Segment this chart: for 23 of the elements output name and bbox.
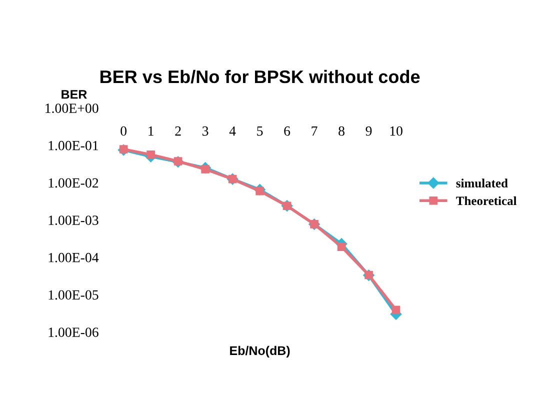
x-tick-label: 9 [366,126,372,136]
x-tick-label: 8 [338,126,344,136]
y-tick-label: 1.00E-02 [48,178,98,188]
x-tick-label: 0 [120,126,127,136]
x-tick-label: 2 [175,126,181,136]
x-tick-label: 5 [257,126,263,136]
y-tick-label: 1.00E-03 [48,216,98,226]
x-tick-label: 4 [229,126,236,136]
x-tick-label: 6 [284,126,290,136]
x-tick-label: 7 [312,126,318,136]
y-tick-label: 1.00E-01 [48,140,98,150]
chart-title: BER vs Eb/No for BPSK without code [100,70,420,84]
y-axis-title: BER [62,90,87,99]
x-tick-label: 3 [202,126,208,136]
x-tick-label: 1 [148,126,154,136]
y-tick-label: 1.00E-04 [48,252,99,262]
y-tick-label: 1.00E-05 [48,290,98,300]
x-axis-title: Eb/No(dB) [230,346,290,358]
x-tick-label: 10 [390,126,402,136]
y-tick-label: 1.00E+00 [46,104,98,114]
y-tick-label: 1.00E-06 [48,328,98,338]
legend-label: simulated [456,178,508,188]
legend-label: Theoretical [456,196,517,206]
